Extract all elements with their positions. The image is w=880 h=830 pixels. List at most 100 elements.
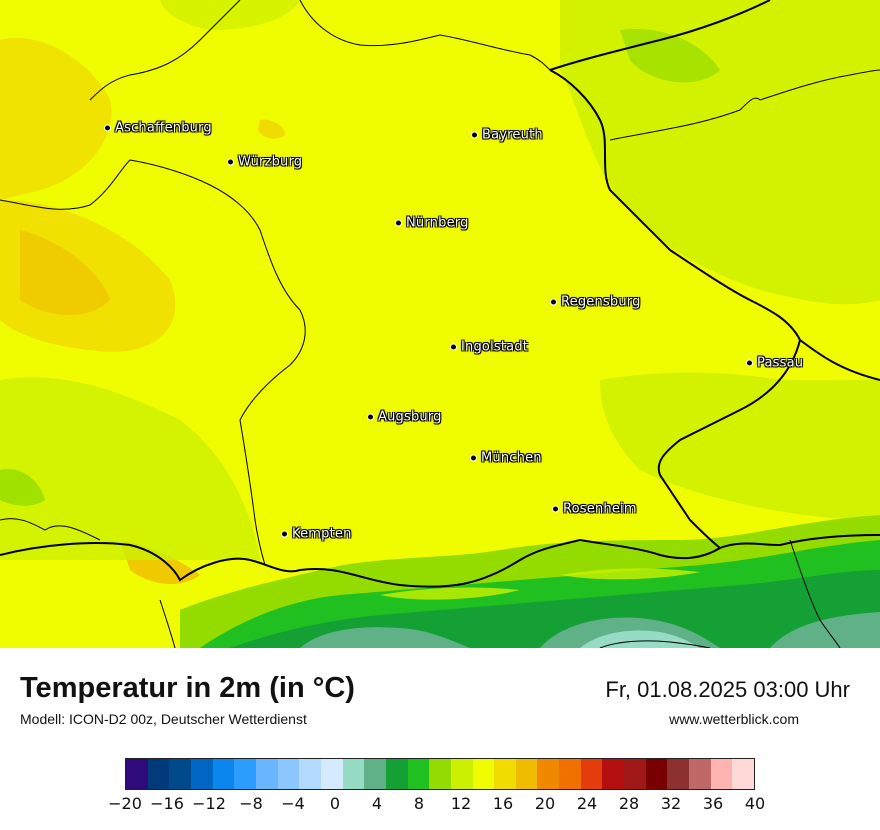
- state-border: [159, 599, 176, 648]
- state-border: [599, 640, 711, 648]
- cool-area: [160, 0, 300, 30]
- state-border: [89, 0, 241, 101]
- city-marker-nuernberg: Nürnberg: [395, 216, 469, 231]
- city-label: München: [481, 450, 542, 466]
- country-border: [549, 0, 771, 71]
- city-label: Kempten: [292, 526, 352, 542]
- cool-area: [0, 469, 45, 506]
- legend-tick-label: 16: [492, 794, 514, 813]
- city-marker-kempten: Kempten: [281, 527, 352, 542]
- city-marker-augsburg: Augsburg: [367, 410, 442, 425]
- legend-swatch: [147, 759, 170, 789]
- city-label: Aschaffenburg: [115, 120, 212, 136]
- legend-tick-label: 24: [576, 794, 598, 813]
- legend-tick-label: 40: [744, 794, 766, 813]
- legend-swatch: [645, 759, 668, 789]
- city-marker-muenchen: München: [470, 451, 542, 466]
- legend-swatch: [277, 759, 300, 789]
- city-marker-passau: Passau: [746, 356, 803, 371]
- legend-tick-label: 20: [534, 794, 556, 813]
- legend-swatch: [190, 759, 213, 789]
- legend-tick-label: 8: [413, 794, 425, 813]
- city-dot: [367, 413, 374, 421]
- legend-swatch: [212, 759, 235, 789]
- legend-swatch: [342, 759, 365, 789]
- legend-swatch: [494, 759, 516, 789]
- country-border: [0, 534, 880, 588]
- city-dot: [471, 131, 478, 139]
- legend-swatch: [234, 759, 256, 789]
- alpine-streak: [380, 587, 520, 600]
- website-link[interactable]: www.wetterblick.com: [669, 711, 799, 727]
- forecast-datetime: Fr, 01.08.2025 03:00 Uhr: [605, 677, 850, 702]
- country-border: [657, 339, 801, 549]
- map-canvas: [0, 0, 880, 648]
- city-dot: [470, 454, 477, 462]
- legend-tick-label: 28: [618, 794, 640, 813]
- state-border: [789, 539, 841, 648]
- city-dot: [746, 359, 753, 367]
- legend-swatch: [732, 759, 755, 789]
- legend-tick-label: 0: [329, 794, 341, 813]
- city-label: Rosenheim: [563, 501, 637, 517]
- city-marker-ingolstadt: Ingolstadt: [450, 340, 528, 355]
- cool-area: [0, 377, 260, 560]
- legend-swatch: [299, 759, 321, 789]
- city-label: Passau: [757, 355, 804, 371]
- legend-swatch: [580, 759, 603, 789]
- legend-swatch: [364, 759, 386, 789]
- legend-swatch: [255, 759, 278, 789]
- legend-tick-label: −16: [150, 794, 184, 813]
- map-title: Temperatur in 2m (in °C): [20, 672, 355, 704]
- city-dot: [227, 158, 234, 166]
- legend-swatch: [667, 759, 690, 789]
- legend-swatch: [407, 759, 430, 789]
- alpine-zone: [770, 612, 880, 648]
- legend-tick-label: −8: [239, 794, 263, 813]
- warm-area: [258, 119, 285, 139]
- legend-swatch: [126, 759, 148, 789]
- city-label: Augsburg: [378, 409, 442, 425]
- city-label: Bayreuth: [482, 127, 543, 143]
- city-dot: [450, 343, 457, 351]
- alpine-streak: [560, 568, 700, 580]
- city-dot: [552, 505, 559, 513]
- legend-tick-label: −12: [192, 794, 226, 813]
- city-dot: [281, 530, 288, 538]
- state-border: [299, 0, 551, 71]
- state-border: [609, 97, 761, 141]
- city-marker-bayreuth: Bayreuth: [471, 128, 543, 143]
- state-border: [0, 159, 306, 566]
- legend-swatch: [472, 759, 495, 789]
- city-marker-rosenheim: Rosenheim: [552, 502, 637, 517]
- legend-swatch: [429, 759, 451, 789]
- color-legend: [125, 758, 755, 790]
- legend-swatch: [450, 759, 473, 789]
- cool-area: [620, 29, 720, 83]
- city-label: Würzburg: [238, 154, 303, 170]
- cool-area: [600, 372, 880, 520]
- legend-swatch: [624, 759, 646, 789]
- legend-swatch: [385, 759, 408, 789]
- warm-area: [20, 230, 110, 315]
- legend-swatch: [320, 759, 343, 789]
- legend-swatch: [710, 759, 733, 789]
- legend-tick-label: 32: [660, 794, 682, 813]
- temperature-map: Aschaffenburg Würzburg Bayreuth Nürnberg…: [0, 0, 880, 648]
- city-marker-regensburg: Regensburg: [550, 295, 641, 310]
- cool-area: [560, 0, 880, 305]
- legend-tick-label: −4: [281, 794, 305, 813]
- city-marker-wuerzburg: Würzburg: [227, 155, 302, 170]
- legend-swatch: [169, 759, 191, 789]
- legend-tick-label: 36: [702, 794, 724, 813]
- alpine-zone: [300, 627, 470, 648]
- city-label: Ingolstadt: [461, 339, 529, 355]
- city-dot: [550, 298, 557, 306]
- legend-swatch: [602, 759, 625, 789]
- legend-tick-label: 12: [450, 794, 472, 813]
- model-info: Modell: ICON-D2 00z, Deutscher Wetterdie…: [20, 711, 307, 727]
- city-dot: [395, 219, 402, 227]
- city-label: Regensburg: [561, 294, 641, 310]
- warm-area: [0, 38, 112, 200]
- legend-ticks: −20 −16 −12 −8 −4 0 4 8 12 16 20 24 28 32 36 40: [0, 794, 880, 818]
